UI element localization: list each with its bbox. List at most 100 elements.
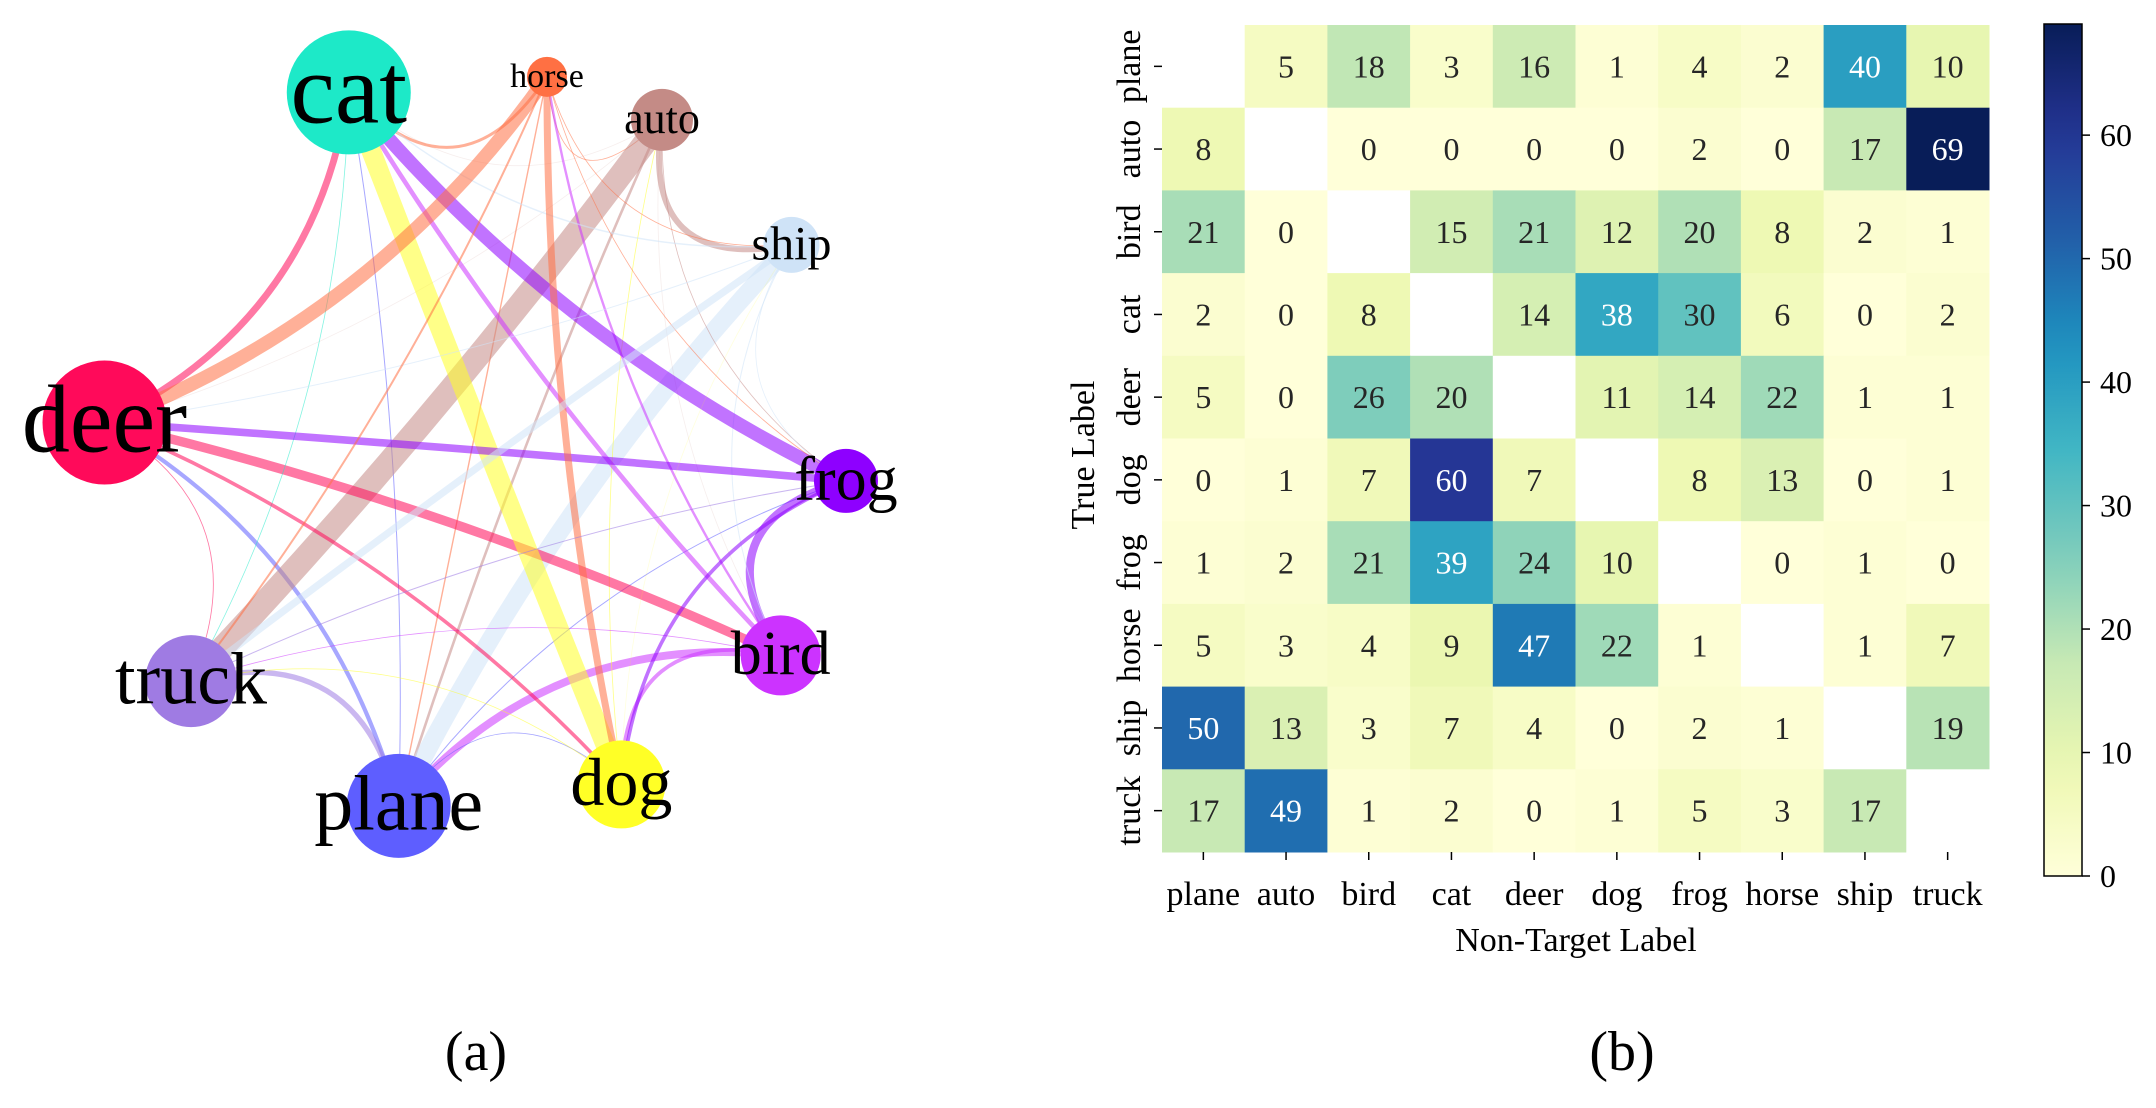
heatmap-cell-value: 13: [1766, 462, 1798, 498]
network-node-label: deer: [22, 365, 187, 472]
heatmap-cell: [1658, 603, 1742, 688]
heatmap-cell: [1410, 25, 1494, 109]
colorbar-tick-label: 20: [2100, 611, 2132, 647]
heatmap-cell-value: 11: [1601, 379, 1632, 415]
heatmap-cell-value: 0: [1195, 462, 1211, 498]
x-tick-label: truck: [1913, 876, 1983, 913]
heatmap-cell: [1906, 190, 1990, 274]
heatmap-cell-value: 1: [1692, 627, 1708, 663]
heatmap-cell-value: 1: [1940, 462, 1956, 498]
heatmap-cell: [1492, 107, 1576, 191]
heatmap-cell-value: 0: [1278, 214, 1294, 250]
heatmap-cell-value: 47: [1518, 627, 1550, 663]
y-tick-label: plane: [1111, 30, 1148, 104]
heatmap-cell-value: 2: [1774, 48, 1790, 84]
colorbar-tick-label: 60: [2100, 117, 2132, 153]
network-node: [763, 216, 820, 273]
colorbar-tick-label: 30: [2100, 488, 2132, 524]
heatmap-cell-value: 0: [1526, 131, 1542, 167]
heatmap-cell: [1906, 273, 1990, 357]
heatmap-cell-value: 3: [1443, 48, 1459, 84]
heatmap-cell: [1327, 769, 1411, 853]
heatmap-cell-value: 30: [1684, 296, 1716, 332]
heatmap-cell-value: 0: [1278, 296, 1294, 332]
heatmap-cell: [1658, 273, 1742, 357]
network-edge: [104, 244, 792, 424]
network-edge: [190, 627, 782, 682]
heatmap-cell: [1327, 438, 1411, 522]
heatmap-cell: [1906, 25, 1990, 109]
heatmap-cell: [1575, 355, 1659, 439]
network-edge: [104, 119, 663, 423]
network-edge: [190, 92, 350, 682]
heatmap-cell: [1906, 355, 1990, 439]
heatmap-cell: [1658, 190, 1742, 274]
network-edge: [102, 420, 624, 787]
heatmap-cell: [1162, 25, 1246, 109]
heatmap-cell: [1162, 686, 1246, 770]
x-tick-label: ship: [1837, 876, 1894, 913]
heatmap-cell-value: 3: [1361, 710, 1377, 746]
heatmap-cell: [1575, 107, 1659, 191]
network-node: [286, 30, 411, 155]
heatmap-cell-value: 1: [1774, 710, 1790, 746]
heatmap-cell: [1244, 355, 1328, 439]
heatmap-cell-value: 2: [1692, 131, 1708, 167]
heatmap-cell-value: 1: [1609, 793, 1625, 829]
heatmap-cell-value: 2: [1940, 296, 1956, 332]
x-tick-label: bird: [1341, 876, 1396, 913]
heatmap-cell-value: 2: [1278, 545, 1294, 581]
heatmap-cell-value: 8: [1692, 462, 1708, 498]
network-edge: [97, 69, 554, 430]
y-tick-label: deer: [1111, 367, 1148, 426]
network-edge: [398, 480, 847, 807]
heatmap-cell: [1492, 769, 1576, 853]
heatmap-cell-value: 5: [1195, 379, 1211, 415]
heatmap-cell: [1162, 355, 1246, 439]
heatmap-cell: [1740, 25, 1825, 109]
heatmap-cell-value: 7: [1361, 462, 1377, 498]
network-edge: [341, 85, 853, 488]
heatmap-cell: [1410, 107, 1494, 191]
heatmap-cell: [1244, 273, 1328, 357]
colorbar-tick-label: 10: [2100, 735, 2132, 771]
heatmap-cell: [1906, 603, 1990, 688]
heatmap-cell-value: 0: [1609, 131, 1625, 167]
heatmap-cell: [1740, 521, 1825, 605]
heatmap-cell: [1244, 25, 1328, 109]
heatmap-cell-value: 1: [1361, 793, 1377, 829]
heatmap-cell: [1410, 769, 1494, 853]
heatmap-cell: [1906, 438, 1990, 522]
network-node-label: plane: [314, 759, 483, 846]
heatmap-cell: [1244, 107, 1328, 191]
heatmap-cell-value: 7: [1526, 462, 1542, 498]
y-tick-label: ship: [1111, 700, 1148, 757]
network-edge: [397, 118, 664, 808]
heatmap-cell-value: 19: [1932, 710, 1964, 746]
heatmap-cell-value: 0: [1361, 131, 1377, 167]
network-edge: [338, 82, 632, 795]
network-node: [740, 615, 821, 696]
heatmap-cell: [1244, 603, 1328, 688]
network-edge: [545, 75, 782, 657]
network-edge: [348, 91, 793, 248]
heatmap-cell: [1740, 273, 1825, 357]
heatmap-cell: [1244, 190, 1328, 274]
heatmap-cell: [1162, 107, 1246, 191]
heatmap-cell: [1740, 603, 1825, 688]
heatmap-cell: [1162, 190, 1246, 274]
heatmap-cell: [1823, 438, 1907, 522]
heatmap-cell: [1492, 603, 1576, 688]
heatmap-cell-value: 0: [1526, 793, 1542, 829]
heatmap-cell: [1575, 603, 1659, 688]
y-tick-label: horse: [1111, 608, 1148, 682]
heatmap-cell: [1492, 521, 1576, 605]
x-tick-label: horse: [1745, 876, 1819, 913]
heatmap-cell: [1740, 438, 1825, 522]
heatmap-cell-value: 15: [1435, 214, 1467, 250]
network-edge: [190, 480, 847, 682]
heatmap-cell-value: 50: [1187, 710, 1219, 746]
heatmap-cell: [1410, 686, 1494, 770]
